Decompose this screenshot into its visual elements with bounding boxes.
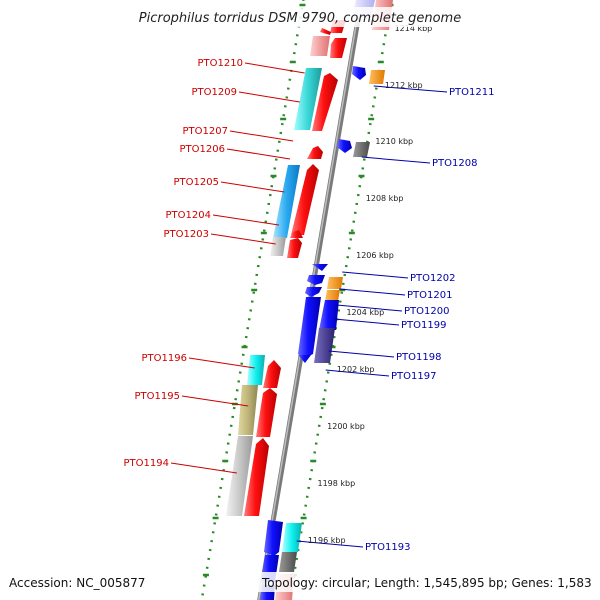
leader-line (328, 350, 395, 358)
gene-label-pto1202: PTO1202 (410, 273, 455, 284)
gene-label-pto1200: PTO1200 (404, 306, 449, 317)
gene-feature (244, 438, 269, 516)
gene-feature (270, 237, 286, 256)
position-tick-label: 1212 kbp (385, 81, 423, 90)
accession-text: Accession: NC_005877 (9, 576, 145, 590)
gene-feature (305, 287, 322, 297)
title-backdrop (125, 7, 475, 27)
leader-line (226, 148, 291, 160)
gene-label-pto1195: PTO1195 (135, 391, 180, 402)
gene-feature (298, 355, 311, 363)
gene-feature (352, 66, 366, 80)
leader-line (170, 462, 237, 474)
gene-label-pto1208: PTO1208 (432, 158, 477, 169)
leader-line (181, 395, 249, 407)
gene-label-pto1194: PTO1194 (124, 458, 169, 469)
forward-gene-features (226, 20, 347, 516)
position-tick-label: 1214 kbp (395, 24, 433, 33)
position-tick-label: 1202 kbp (337, 365, 375, 374)
leader-line (342, 271, 409, 279)
leader-line (229, 130, 294, 142)
gene-feature (247, 355, 265, 385)
gene-feature (279, 552, 297, 572)
gene-feature (314, 328, 335, 363)
gene-feature (310, 36, 330, 56)
gene-label-pto1207: PTO1207 (183, 126, 228, 137)
gene-feature (294, 68, 322, 130)
gene-feature (307, 146, 323, 159)
position-tick-label: 1210 kbp (375, 137, 413, 146)
gene-feature (298, 297, 321, 358)
gene-label-pto1193: PTO1193 (365, 542, 410, 553)
gene-label-pto1201: PTO1201 (407, 290, 452, 301)
gene-feature (287, 238, 302, 258)
leader-line (339, 288, 406, 296)
footer-backdrop-right (258, 572, 596, 592)
leader-line (220, 181, 285, 193)
gene-label-pto1198: PTO1198 (396, 352, 441, 363)
position-tick-label: 1206 kbp (356, 251, 394, 260)
gene-feature (264, 520, 283, 556)
gene-label-pto1204: PTO1204 (166, 210, 211, 221)
leader-line (336, 304, 403, 312)
gene-label-pto1199: PTO1199 (401, 320, 446, 331)
gene-feature (226, 436, 253, 516)
gene-label-pto1203: PTO1203 (164, 229, 209, 240)
position-tick-label: 1204 kbp (346, 308, 384, 317)
leader-line (373, 85, 448, 93)
gene-feature (353, 142, 370, 157)
gene-label-pto1205: PTO1205 (174, 177, 219, 188)
gene-label-group: PTO1210 PTO1209 PTO1207 PTO1206 PTO1205 PTO12… (124, 58, 495, 553)
gene-feature (320, 28, 331, 35)
leader-line (334, 318, 400, 326)
genome-summary-text: Topology: circular; Length: 1,545,895 bp… (261, 576, 592, 590)
gene-label-pto1209: PTO1209 (192, 87, 237, 98)
gene-feature (312, 73, 338, 131)
leader-line (210, 233, 276, 245)
gene-feature (369, 70, 385, 84)
gene-feature (307, 275, 325, 285)
gene-feature (327, 277, 343, 289)
gene-feature (330, 38, 347, 58)
gene-feature (256, 388, 277, 437)
gene-feature (319, 300, 339, 330)
tick-label-group: 1214 kbp 1212 kbp 1210 kbp 1208 kbp 1206 kbp… (308, 24, 432, 545)
position-tick-label: 1208 kbp (366, 194, 404, 203)
leader-line (296, 540, 364, 548)
gene-label-pto1210: PTO1210 (198, 58, 243, 69)
gene-label-pto1197: PTO1197 (391, 371, 436, 382)
map-title: Picrophilus torridus DSM 9790, complete … (139, 11, 461, 26)
gene-label-pto1211: PTO1211 (449, 87, 494, 98)
leader-line (238, 91, 300, 103)
leader-line (361, 156, 431, 164)
gene-feature (291, 164, 319, 235)
position-tick-label: 1198 kbp (318, 479, 356, 488)
position-tick-label: 1200 kbp (327, 422, 365, 431)
gene-feature (238, 385, 258, 435)
gene-feature (290, 230, 303, 238)
leader-line (212, 214, 279, 226)
gene-label-pto1206: PTO1206 (180, 144, 225, 155)
gene-feature (263, 360, 281, 388)
leader-line-group (170, 62, 448, 548)
gene-label-pto1196: PTO1196 (142, 353, 187, 364)
footer-backdrop-left (4, 572, 154, 592)
leader-line (244, 62, 305, 74)
position-tick-label: 1196 kbp (308, 536, 346, 545)
gene-feature (282, 523, 302, 552)
leader-line (325, 369, 390, 377)
gene-feature (337, 139, 352, 153)
leader-line (188, 357, 255, 369)
gene-feature (273, 165, 300, 238)
gene-feature (312, 264, 328, 271)
gene-feature (325, 290, 340, 301)
